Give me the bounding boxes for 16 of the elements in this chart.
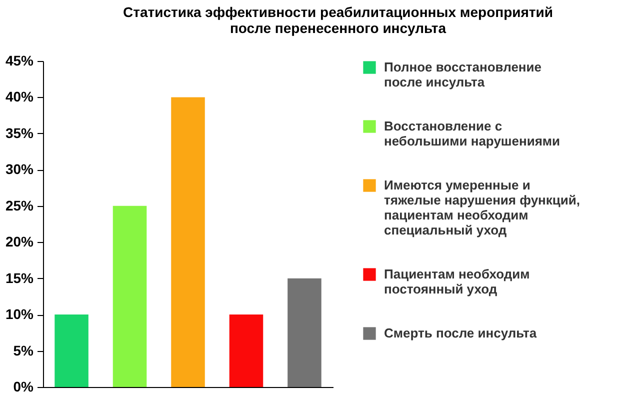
y-tick-label: 45% <box>5 52 34 68</box>
y-tick-label: 30% <box>5 161 34 178</box>
y-tick-label: 20% <box>5 234 34 250</box>
legend-label: Восстановление с небольшими нарушениями <box>384 118 560 148</box>
legend-label: Имеются умеренные и тяжелые нарушения функций, пациентам необходим специальный уход <box>384 178 580 238</box>
legend-label: Пациентам необходим постоянный уход <box>384 266 530 296</box>
y-tick-label: 10% <box>5 306 34 322</box>
y-tick-label: 35% <box>5 124 34 141</box>
y-tick-label: 5% <box>13 342 34 358</box>
legend-label: Смерть после инсульта <box>384 326 538 340</box>
y-tick-label: 0% <box>13 378 34 394</box>
y-tick-label: 25% <box>5 197 34 214</box>
y-tick-label: 40% <box>5 88 34 105</box>
chart-title: Статистика эффективности реабилитационных мероприятий после перенесенного инсульта <box>123 4 553 36</box>
legend-label: Полное восстановление после инсульта <box>384 60 542 90</box>
y-tick-label: 15% <box>5 270 34 286</box>
